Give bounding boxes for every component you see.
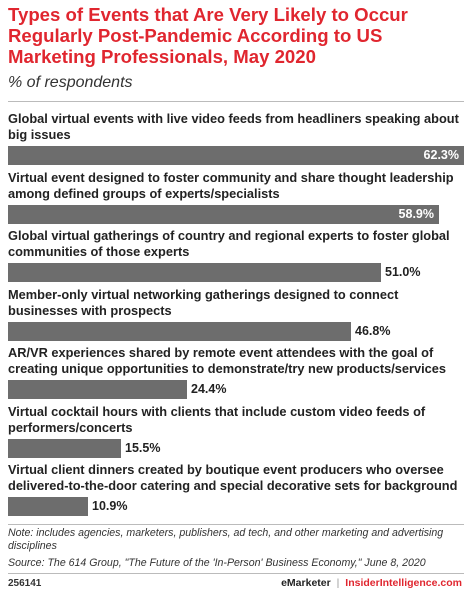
bar xyxy=(8,321,351,341)
bar xyxy=(8,263,381,282)
value-label: 46.8% xyxy=(355,323,391,338)
bar xyxy=(8,204,439,224)
bar xyxy=(8,380,187,399)
category-label: Global virtual gatherings of country and… xyxy=(8,228,450,259)
value-label: 24.4% xyxy=(191,382,227,396)
bar xyxy=(8,438,121,458)
brand-emarketer: eMarketer xyxy=(281,577,331,589)
chart-subtitle: % of respondents xyxy=(8,74,133,91)
chart-title: Types of Events that Are Very Likely to … xyxy=(8,4,408,67)
category-label: Virtual event designed to foster communi… xyxy=(8,169,454,201)
value-label: 51.0% xyxy=(385,265,421,279)
value-label: 15.5% xyxy=(125,440,161,455)
bar xyxy=(8,497,88,516)
value-label: 58.9% xyxy=(398,206,434,221)
footer-divider xyxy=(8,573,464,574)
top-divider xyxy=(8,101,464,102)
bar xyxy=(8,146,464,165)
chart-note: Note: includes agencies, marketers, publ… xyxy=(8,527,444,552)
value-label: 62.3% xyxy=(423,148,459,162)
chart-source: Source: The 614 Group, "The Future of th… xyxy=(8,557,426,569)
bottom-divider xyxy=(8,524,464,525)
category-label: Global virtual events with live video fe… xyxy=(8,111,459,142)
brand-separator: | xyxy=(336,577,340,589)
category-label: Member-only virtual networking gathering… xyxy=(8,286,399,318)
brand-insider-link[interactable]: InsiderIntelligence.com xyxy=(345,577,462,589)
chart-id: 256141 xyxy=(8,578,42,589)
bar-chart: Global virtual events with live video fe… xyxy=(8,108,464,524)
value-label: 10.9% xyxy=(92,499,128,513)
category-label: AR/VR experiences shared by remote event… xyxy=(8,345,447,376)
category-label: Virtual client dinners created by boutiq… xyxy=(8,462,458,493)
category-label: Virtual cocktail hours with clients that… xyxy=(8,403,426,435)
brand-footer: eMarketer | InsiderIntelligence.com xyxy=(281,577,462,589)
